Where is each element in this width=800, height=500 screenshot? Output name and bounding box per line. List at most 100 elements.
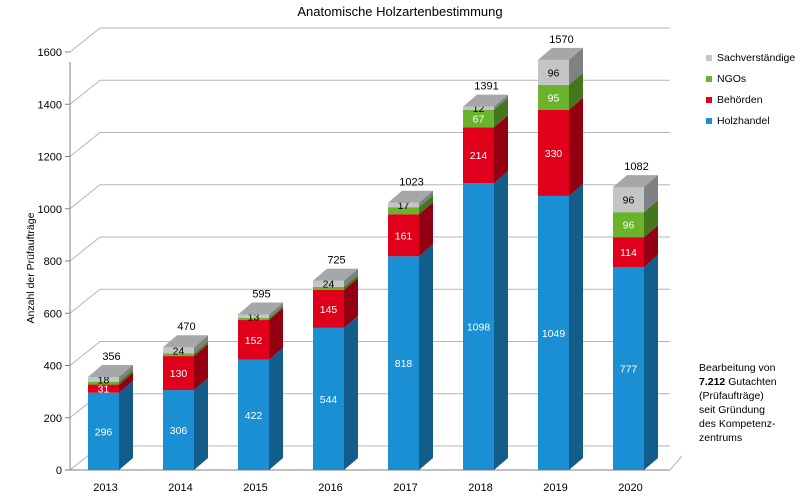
legend-swatch-holzhandel bbox=[706, 118, 712, 124]
gridline-depth-3 bbox=[69, 288, 101, 314]
gridline-depth-8 bbox=[69, 27, 101, 53]
bar-top-2015 bbox=[238, 302, 283, 315]
xtick-label-2019: 2019 bbox=[543, 482, 567, 494]
data-label-Holzhandel-2019: 1049 bbox=[542, 328, 566, 340]
bar-side-Sachverständige-2018 bbox=[494, 94, 508, 110]
bar-Holzhandel-2015 bbox=[238, 359, 269, 470]
bar-side-Holzhandel-2020 bbox=[644, 255, 658, 470]
y-axis-title: Anzahl der Prüfaufträge bbox=[25, 212, 37, 323]
data-label-Behörden-2014: 130 bbox=[170, 368, 188, 380]
ytick-label-4: 800 bbox=[44, 256, 62, 268]
ytick-label-3: 600 bbox=[44, 308, 62, 320]
legend-label-behoerden: Behörden bbox=[717, 94, 763, 106]
bar-side-Sachverständige-2013 bbox=[119, 364, 133, 382]
bar-side-NGOs-2020 bbox=[644, 200, 658, 238]
data-label-Holzhandel-2017: 818 bbox=[395, 358, 413, 370]
gridline-depth-7 bbox=[69, 79, 101, 105]
bar-top-2017 bbox=[388, 190, 433, 203]
data-label-Holzhandel-2015: 422 bbox=[245, 410, 263, 422]
bar-side-Behörden-2014 bbox=[194, 344, 208, 391]
data-label-Holzhandel-2018: 1098 bbox=[467, 322, 491, 334]
floor-right-edge bbox=[669, 455, 683, 471]
xtick-label-2017: 2017 bbox=[393, 482, 417, 494]
total-label-2014: 470 bbox=[177, 321, 195, 333]
bar-side-NGOs-2014 bbox=[194, 341, 208, 357]
bar-side-Behörden-2013 bbox=[119, 372, 133, 393]
bar-Behörden-2019 bbox=[538, 109, 569, 196]
bar-side-Holzhandel-2013 bbox=[119, 380, 133, 470]
legend-item-behoerden: Behörden bbox=[706, 90, 798, 110]
ytick-label-1: 200 bbox=[44, 413, 62, 425]
total-label-2015: 595 bbox=[252, 289, 270, 301]
xtick-label-2020: 2020 bbox=[618, 482, 642, 494]
data-label-Behörden-2015: 152 bbox=[245, 335, 263, 347]
bar-Holzhandel-2018 bbox=[463, 183, 494, 470]
bar-side-Holzhandel-2017 bbox=[419, 244, 433, 470]
data-label-Sachverständige-2015: 13 bbox=[248, 311, 260, 323]
bar-side-Sachverständige-2014 bbox=[194, 335, 208, 354]
data-label-Behörden-2016: 145 bbox=[320, 304, 338, 316]
bar-side-Sachverständige-2020 bbox=[644, 175, 658, 213]
xtick-label-2013: 2013 bbox=[93, 482, 117, 494]
data-label-Holzhandel-2016: 544 bbox=[320, 394, 338, 406]
bar-Holzhandel-2019 bbox=[538, 195, 569, 471]
total-label-2017: 1023 bbox=[399, 177, 423, 189]
bar-NGOs-2018 bbox=[463, 109, 494, 128]
xtick-label-2015: 2015 bbox=[243, 482, 267, 494]
note-line-4: seit Gründung bbox=[699, 404, 765, 416]
data-label-Holzhandel-2020: 777 bbox=[620, 364, 638, 376]
ytick-label-8: 1600 bbox=[38, 47, 62, 59]
note-line-2: 7.212 Gutachten bbox=[699, 375, 799, 389]
data-label-NGOs-2019: 95 bbox=[548, 92, 560, 104]
bar-Holzhandel-2013 bbox=[88, 392, 119, 470]
ytick-label-6: 1200 bbox=[38, 152, 62, 164]
legend-swatch-ngos bbox=[706, 76, 712, 82]
bar-side-Holzhandel-2016 bbox=[344, 315, 358, 470]
bar-Sachverständige-2013 bbox=[88, 376, 119, 382]
ytick-label-5: 1000 bbox=[38, 204, 62, 216]
data-label-Behörden-2018: 214 bbox=[470, 150, 488, 162]
ytick-label-0: 0 bbox=[56, 465, 62, 477]
bar-side-Sachverständige-2017 bbox=[419, 190, 433, 208]
bar-side-NGOs-2015 bbox=[269, 305, 283, 321]
data-label-Holzhandel-2014: 306 bbox=[170, 425, 188, 437]
bar-Behörden-2015 bbox=[238, 320, 269, 360]
summary-note: Bearbeitung von 7.212 Gutachten (Prüfauf… bbox=[699, 361, 799, 445]
data-label-Sachverständige-2014: 24 bbox=[173, 345, 185, 357]
legend-item-sachverstaendige: Sachverständige bbox=[706, 48, 798, 68]
bar-Sachverständige-2017 bbox=[388, 202, 419, 208]
bar-top-2016 bbox=[313, 268, 358, 281]
note-line-6: zentrums bbox=[699, 432, 743, 444]
legend-label-holzhandel: Holzhandel bbox=[717, 115, 770, 127]
bar-side-Holzhandel-2019 bbox=[569, 183, 583, 471]
bar-side-NGOs-2013 bbox=[119, 369, 133, 385]
bar-side-Sachverständige-2016 bbox=[344, 268, 358, 287]
bar-side-Behörden-2015 bbox=[269, 308, 283, 360]
bar-NGOs-2020 bbox=[613, 212, 644, 238]
bar-Holzhandel-2017 bbox=[388, 256, 419, 470]
bar-Behörden-2017 bbox=[388, 214, 419, 257]
bar-Sachverständige-2016 bbox=[313, 280, 344, 287]
note-line-3: (Prüfaufträge) bbox=[699, 390, 764, 402]
bar-Behörden-2020 bbox=[613, 237, 644, 268]
legend-item-holzhandel: Holzhandel bbox=[706, 111, 798, 131]
note-line-1: Bearbeitung von bbox=[699, 362, 776, 374]
bar-top-2018 bbox=[463, 94, 508, 107]
legend-label-ngos: NGOs bbox=[717, 73, 747, 85]
bar-side-NGOs-2016 bbox=[344, 274, 358, 290]
note-count: 7.212 bbox=[699, 376, 726, 388]
ytick-label-7: 1400 bbox=[38, 99, 62, 111]
bar-top-2019 bbox=[538, 47, 583, 60]
bar-side-NGOs-2019 bbox=[569, 72, 583, 110]
total-label-2019: 1570 bbox=[549, 34, 573, 46]
bar-Holzhandel-2020 bbox=[613, 267, 644, 470]
legend-swatch-sachverstaendige bbox=[706, 55, 712, 61]
bar-Holzhandel-2014 bbox=[163, 390, 194, 470]
bar-NGOs-2017 bbox=[388, 207, 419, 215]
bar-top-2020 bbox=[613, 175, 658, 188]
bar-NGOs-2019 bbox=[538, 84, 569, 110]
data-label-Holzhandel-2013: 296 bbox=[95, 426, 113, 438]
gridline-depth-6 bbox=[69, 132, 101, 157]
note-line-2-rest: Gutachten bbox=[725, 376, 777, 388]
